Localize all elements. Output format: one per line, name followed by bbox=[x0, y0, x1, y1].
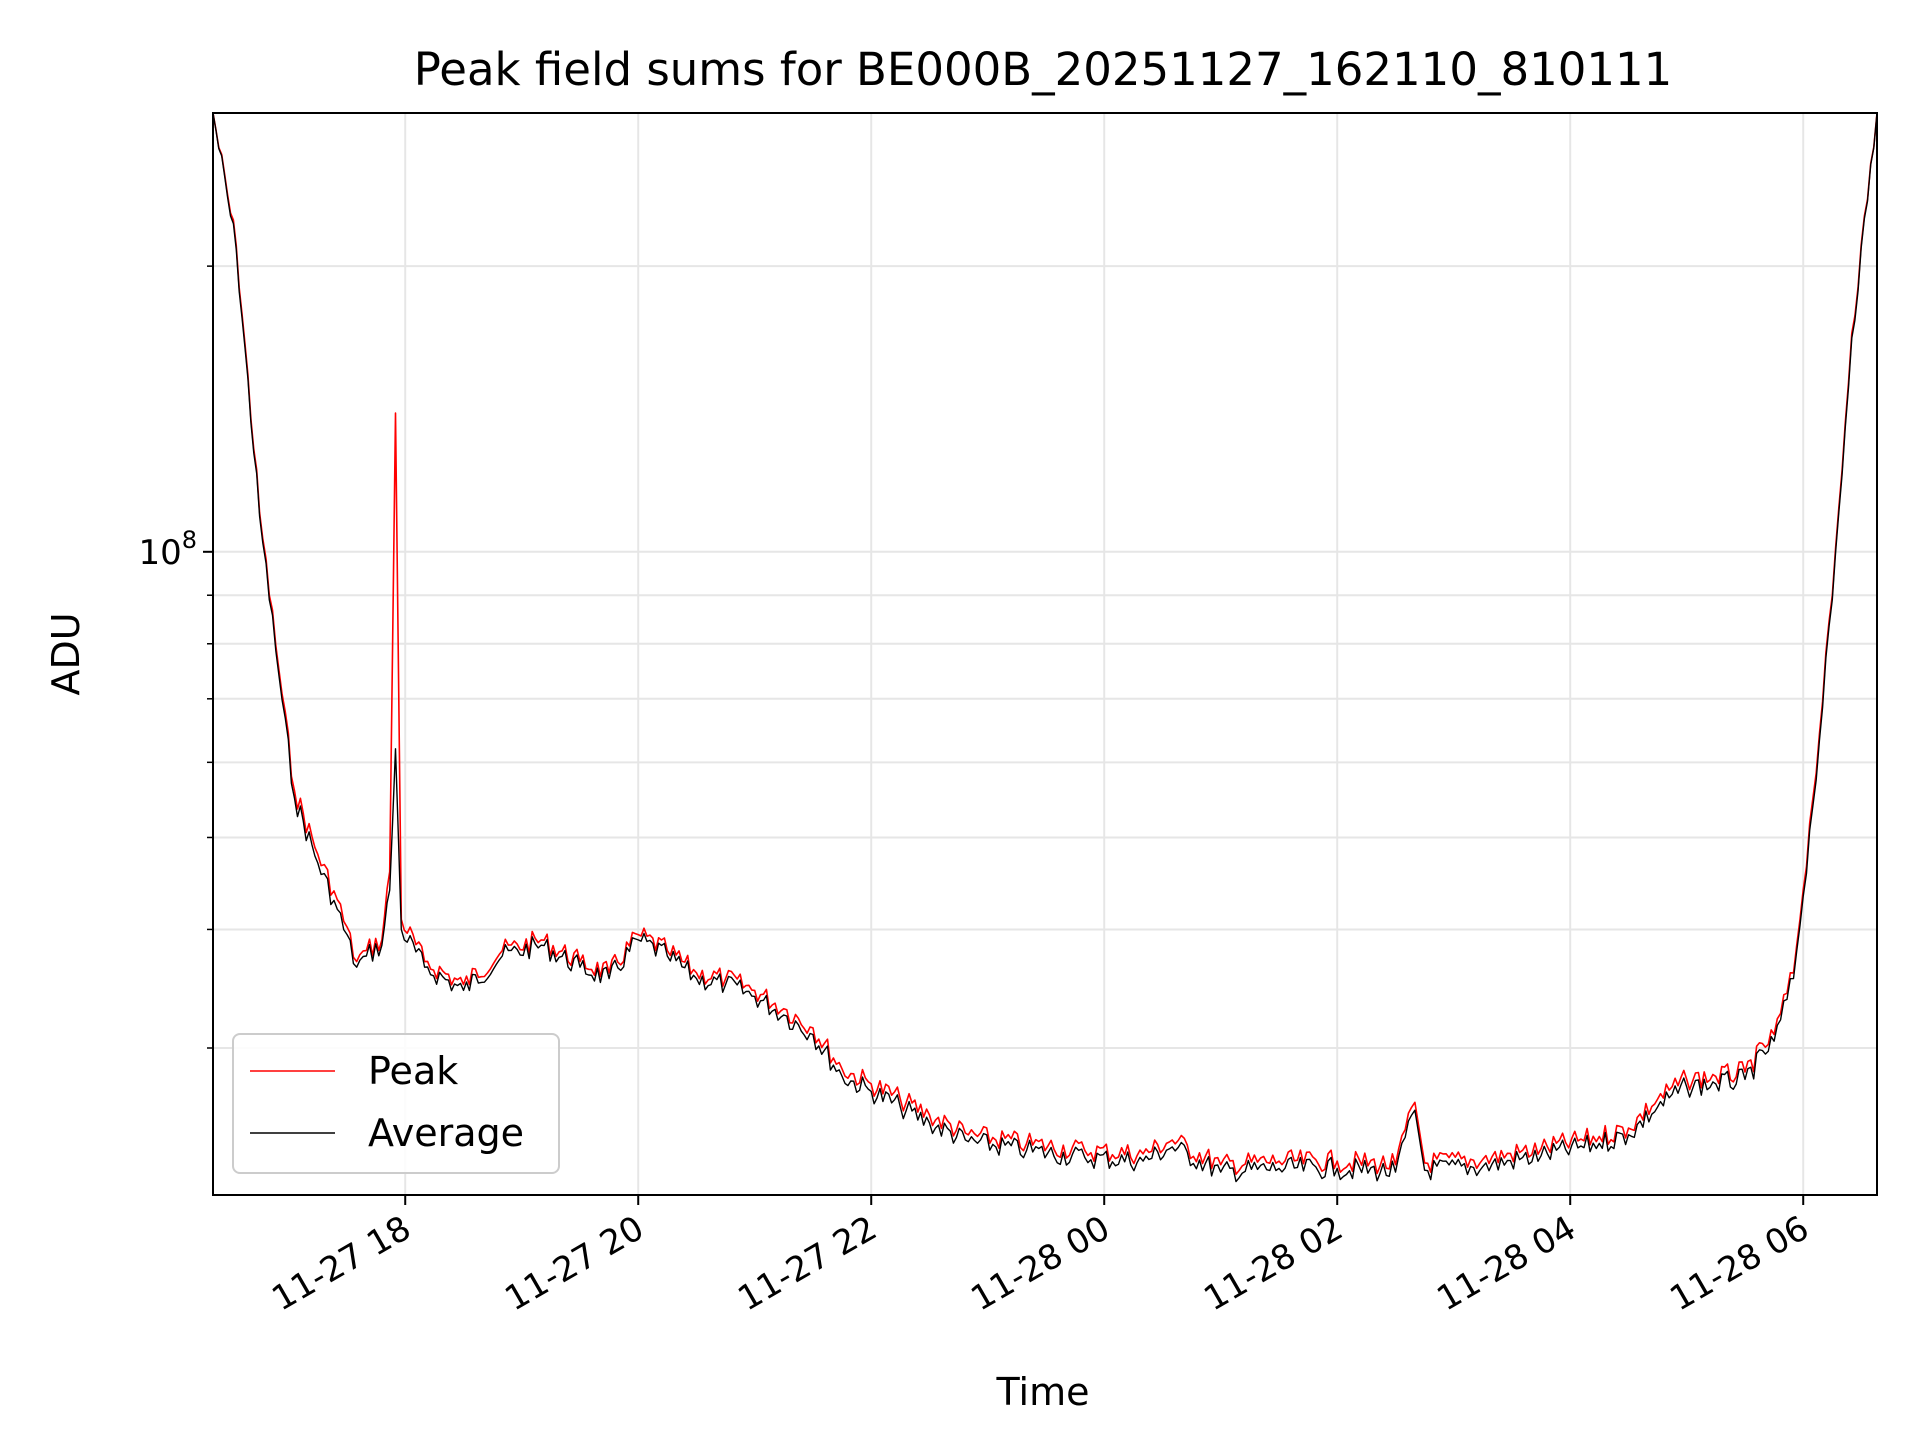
grid bbox=[213, 113, 1877, 1195]
series-line-average bbox=[213, 113, 1877, 1183]
y-axis-label: ADU bbox=[44, 612, 88, 695]
legend-label-average: Average bbox=[368, 1111, 524, 1155]
series-line-peak bbox=[213, 113, 1877, 1176]
y-axis: 108 bbox=[138, 265, 213, 1049]
legend-box bbox=[232, 1033, 560, 1174]
legend-label-peak: Peak bbox=[368, 1049, 458, 1093]
legend: Peak Average bbox=[232, 1033, 560, 1174]
y-tick-label: 108 bbox=[138, 526, 197, 573]
x-axis-label: Time bbox=[996, 1370, 1090, 1414]
series-group bbox=[213, 113, 1877, 1183]
plot-frame bbox=[212, 112, 1878, 1196]
chart-title: Peak field sums for BE000B_20251127_1621… bbox=[414, 43, 1672, 96]
